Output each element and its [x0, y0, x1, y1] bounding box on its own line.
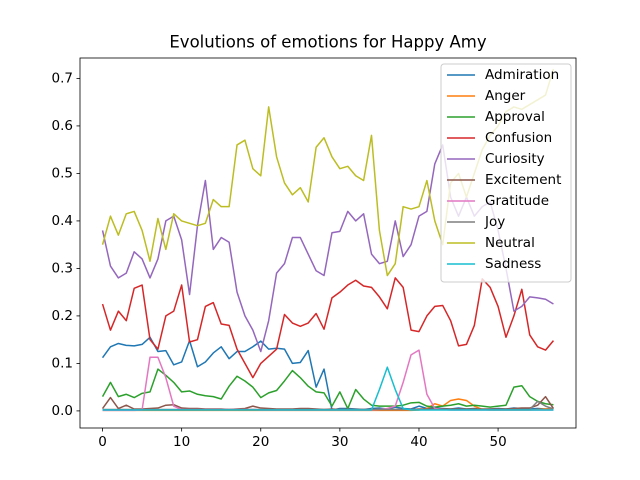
x-tick-label: 10 [173, 434, 190, 450]
legend-label: Neutral [485, 235, 535, 251]
y-tick-label: 0.2 [52, 308, 73, 324]
legend-label: Sadness [485, 256, 541, 272]
series-line [101, 277, 555, 379]
y-tick-label: 0.5 [52, 165, 73, 181]
legend: Admiration Anger Approval Confusion Curiosit… [440, 63, 572, 283]
y-tick-label: 0.7 [52, 70, 73, 86]
series-line [102, 366, 554, 411]
plot-frame [79, 57, 577, 429]
legend-label: Gratitude [485, 193, 549, 209]
legend-label: Excitement [485, 172, 561, 188]
y-tick-label: 0.0 [52, 403, 73, 419]
x-tick-label: 30 [331, 434, 348, 450]
chart-title: Evolutions of emotions for Happy Amy [169, 33, 486, 52]
y-tick-label: 0.6 [52, 118, 73, 134]
legend-box [440, 63, 572, 283]
x-tick-label: 40 [410, 434, 427, 450]
y-tick-label: 0.4 [52, 213, 73, 229]
legend-label: Admiration [485, 67, 559, 83]
legend-label: Approval [485, 109, 545, 125]
legend-label: Joy [484, 214, 505, 230]
y-tick-label: 0.1 [52, 355, 73, 371]
series-line [101, 368, 554, 410]
x-tick-label: 20 [252, 434, 269, 450]
y-tick-label: 0.3 [52, 260, 73, 276]
legend-label: Curiosity [485, 151, 545, 167]
x-tick-label: 0 [98, 434, 107, 450]
x-tick-label: 50 [489, 434, 506, 450]
legend-label: Anger [485, 88, 526, 104]
legend-label: Confusion [485, 130, 552, 146]
